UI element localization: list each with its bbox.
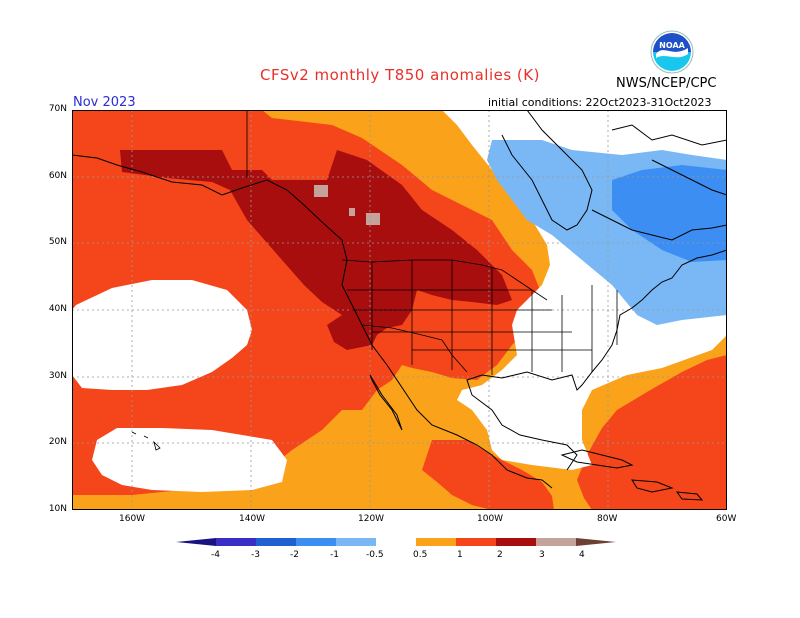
legend-label: 2 [497, 550, 503, 560]
lon-label: 140W [239, 514, 266, 524]
legend-swatch [496, 538, 536, 546]
coastline [72, 110, 727, 501]
legend-swatch [296, 538, 336, 546]
lon-label: 120W [358, 514, 385, 524]
color-legend [176, 538, 616, 546]
anomaly-region-pink [314, 185, 328, 197]
legend-swatch [376, 538, 416, 546]
lat-label: 10N [48, 504, 67, 514]
legend-label: -4 [211, 550, 220, 560]
noaa-logo-icon: NOAA [650, 30, 694, 74]
anomaly-map [72, 110, 727, 510]
neutral-region [92, 428, 287, 492]
legend-label: 1 [457, 550, 463, 560]
anomaly-region-red [577, 355, 727, 510]
lat-label: 40N [48, 304, 67, 314]
lat-label: 70N [48, 104, 67, 114]
legend-swatch [416, 538, 456, 546]
map-frame [72, 110, 727, 510]
neutral-region [72, 280, 252, 390]
legend-swatch [456, 538, 496, 546]
anomaly-region-blue [612, 165, 727, 262]
legend-label: -1 [330, 550, 339, 560]
legend-arrow-right [576, 538, 616, 546]
legend-arrow-left [176, 538, 216, 546]
lat-label: 20N [48, 437, 67, 447]
legend-label: 0.5 [413, 550, 428, 560]
legend-swatch [256, 538, 296, 546]
legend-swatch [216, 538, 256, 546]
noaa-logo-text: NOAA [659, 41, 685, 50]
anomaly-region-darkred [120, 150, 512, 350]
anomaly-region-red [72, 110, 542, 495]
political-borders [246, 110, 618, 375]
agency-label: NWS/NCEP/CPC [616, 76, 717, 91]
anomaly-region-pink [349, 208, 355, 216]
legend-swatch [536, 538, 576, 546]
legend-label: 4 [579, 550, 585, 560]
legend-swatch [336, 538, 376, 546]
lat-label: 50N [48, 237, 67, 247]
lon-label: 60W [716, 514, 737, 524]
lat-label: 60N [48, 171, 67, 181]
map-title: CFSv2 monthly T850 anomalies (K) [260, 66, 540, 84]
lon-label: 160W [119, 514, 146, 524]
lat-label: 30N [48, 371, 67, 381]
initial-conditions: initial conditions: 22Oct2023-31Oct2023 [488, 96, 712, 109]
hawaii-islands [131, 431, 161, 451]
lon-label: 100W [477, 514, 504, 524]
legend-label: -0.5 [366, 550, 384, 560]
legend-label: 3 [539, 550, 545, 560]
lon-label: 80W [597, 514, 618, 524]
anomaly-region-red [422, 440, 554, 510]
legend-label: -3 [251, 550, 260, 560]
anomaly-region-pink [366, 213, 380, 225]
forecast-month: Nov 2023 [73, 95, 136, 110]
legend-label: -2 [290, 550, 299, 560]
